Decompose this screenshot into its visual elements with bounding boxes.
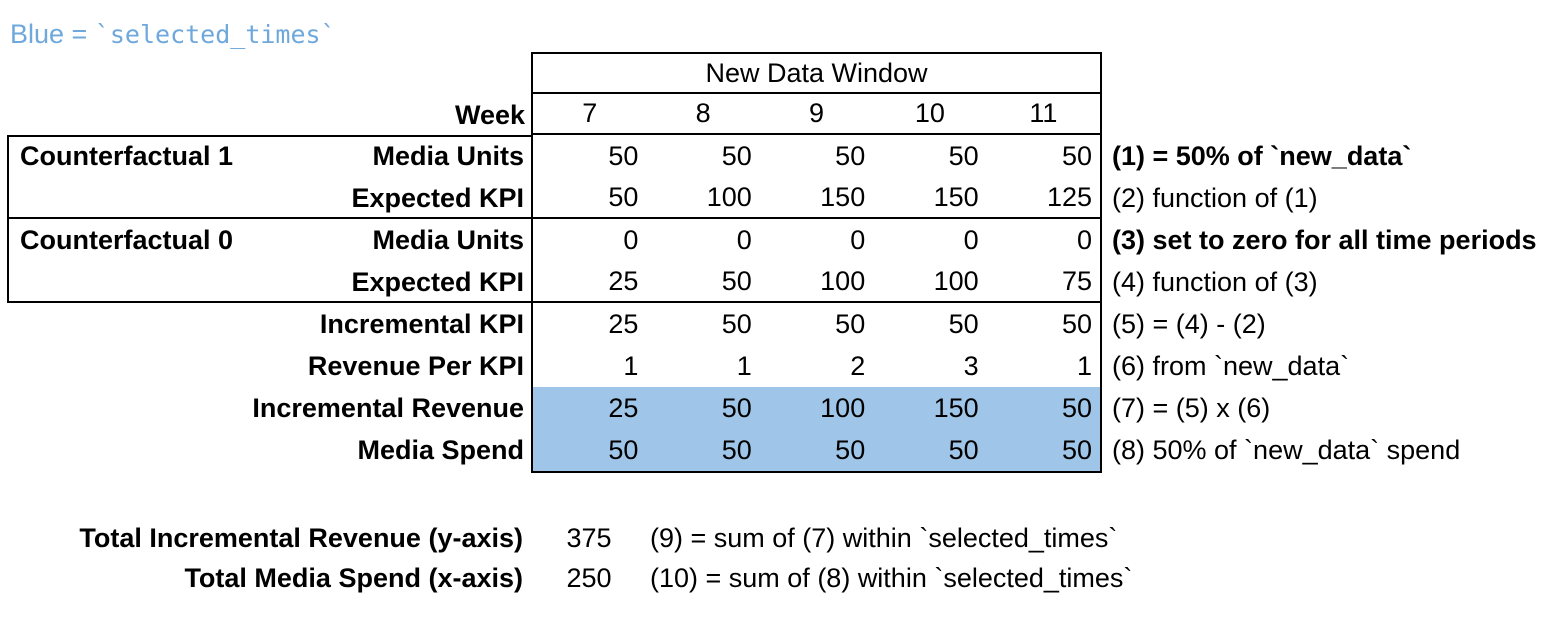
week-number: 8 [695,98,711,128]
total-row-label: Total Media Spend (x-axis) [184,563,523,593]
table-cell: 50 [948,140,979,171]
row-annotation: (1) = 50% of `new_data` [1112,141,1412,171]
table-cell: 50 [721,265,752,296]
table-cell: 1 [736,350,752,381]
row-label: Media Units [372,225,524,255]
table-row: 50 50 50 50 50 [533,429,1100,471]
row-label: Expected KPI [351,183,524,213]
table-cell: 50 [1061,140,1093,171]
row-label: Incremental KPI [319,309,524,339]
table-cell: 1 [623,350,639,381]
table-cell: 3 [963,350,979,381]
total-row-annotation: (9) = sum of (7) within `selected_times` [650,523,1118,553]
row-annotation: (7) = (5) x (6) [1112,393,1271,423]
total-row-annotation: (10) = sum of (8) within `selected_times… [650,563,1133,593]
total-row-value: 375 [566,523,612,553]
row-annotation: (8) 50% of `new_data` spend [1112,435,1461,465]
table-cell: 125 [1046,181,1093,212]
row-annotation: (5) = (4) - (2) [1112,309,1266,339]
table-cell: 0 [1077,224,1093,255]
row-label: Media Spend [357,435,524,465]
row-annotation: (6) from `new_data` [1112,351,1350,381]
table-cell: 150 [933,392,979,423]
table-cell: 50 [721,392,752,423]
table-cell: 50 [721,434,752,465]
table-cell: 50 [1061,392,1093,423]
week-number: 7 [582,98,598,128]
week-number-row: 7 8 9 10 11 [533,94,1100,135]
table-cell: 2 [850,350,866,381]
table-cell: 100 [820,392,866,423]
table-row: 1 1 2 3 1 [533,345,1100,387]
legend-note-code: `selected_times` [94,20,336,49]
row-label: Incremental Revenue [252,393,524,423]
table-row: 50 50 50 50 50 [533,135,1100,177]
table-cell: 100 [933,265,979,296]
table-cell: 50 [608,181,639,212]
table-cell: 75 [1061,265,1093,296]
table-cell: 25 [608,265,639,296]
table-row: 0 0 0 0 0 [533,219,1100,261]
row-annotation: (4) function of (3) [1112,267,1318,297]
table-row: 25 50 100 100 75 [533,261,1100,303]
table-cell: 50 [948,434,979,465]
table-cell: 50 [1061,308,1093,339]
group-label: Counterfactual 0 [20,225,234,255]
table-cell: 25 [608,308,639,339]
table-cell: 150 [820,181,866,212]
table-row: 25 50 100 150 50 [533,387,1100,429]
table-cell: 0 [850,224,866,255]
legend-note-text: Blue = [10,19,95,49]
week-number: 9 [809,98,825,128]
table-body: 50 50 50 50 50 50 100 150 150 125 0 0 0 0 0 25 50 100 100 7… [533,135,1100,471]
table-cell: 0 [963,224,979,255]
table-row: 50 100 150 150 125 [533,177,1100,219]
group-label: Counterfactual 1 [20,141,234,171]
table-cell: 25 [608,392,639,423]
row-annotation: (3) set to zero for all time periods [1112,225,1537,255]
week-row-label: Week [454,100,525,130]
table-cell: 50 [608,140,639,171]
table-cell: 100 [706,181,752,212]
counterfactual-0-box [7,219,531,303]
row-label: Expected KPI [351,267,524,297]
total-row-value: 250 [566,563,612,593]
table-cell: 150 [933,181,979,212]
row-label: Media Units [372,141,524,171]
week-number: 11 [1029,98,1058,128]
table-cell: 100 [820,265,866,296]
table-cell: 50 [835,308,866,339]
table-cell: 50 [835,140,866,171]
legend-note: Blue = `selected_times` [10,14,336,54]
table-cell: 50 [835,434,866,465]
table-cell: 50 [721,140,752,171]
table-cell: 0 [736,224,752,255]
table-row: 25 50 50 50 50 [533,303,1100,345]
counterfactual-1-box [7,135,531,219]
table-cell: 50 [948,308,979,339]
row-annotation: (2) function of (1) [1112,183,1318,213]
row-label: Revenue Per KPI [307,351,524,381]
week-number: 10 [914,98,945,128]
new-data-window-header: New Data Window [533,54,1100,94]
table-cell: 50 [1061,434,1093,465]
table-cell: 50 [608,434,639,465]
total-row-label: Total Incremental Revenue (y-axis) [79,523,523,553]
table-cell: 50 [721,308,752,339]
table-cell: 1 [1077,350,1093,381]
table-cell: 0 [623,224,639,255]
data-table: New Data Window 7 8 9 10 11 50 50 50 50 50 50 100 1… [531,52,1102,473]
